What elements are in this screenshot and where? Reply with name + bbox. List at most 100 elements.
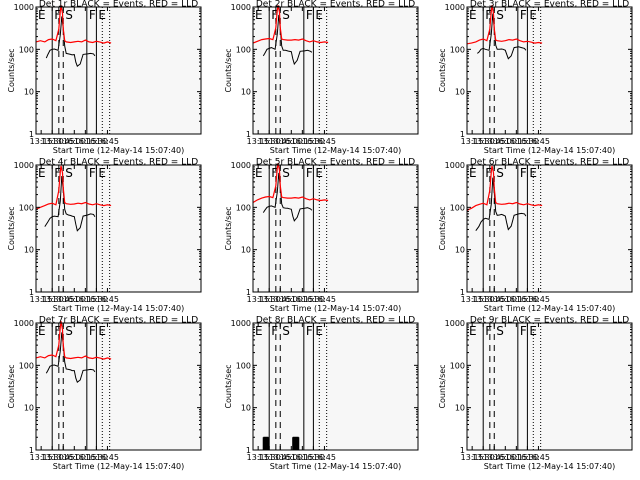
marker-label: F <box>306 166 313 180</box>
marker-label: F <box>54 8 61 22</box>
marker-label: S <box>496 324 504 338</box>
plot-frame <box>466 322 633 451</box>
x-tick-label: 16:30 <box>302 453 325 462</box>
x-tick-label: 13:15 <box>247 137 270 146</box>
x-tick-label: 16:15 <box>74 295 97 304</box>
y-tick-label: 100 <box>236 203 251 212</box>
panel-5: E F S F E110100100013:1513:3013:4516:0016:15… <box>224 158 419 313</box>
marker-label: E <box>529 8 537 22</box>
y-tick-label: 1000 <box>14 161 34 170</box>
x-tick-label: 13:30 <box>41 295 64 304</box>
y-tick-label: 1000 <box>14 319 34 328</box>
events-series-line <box>45 16 96 68</box>
y-tick-label: 10 <box>241 88 251 97</box>
marker-label: E <box>315 8 323 22</box>
y-tick-label: 10 <box>455 404 465 413</box>
plot-frame <box>252 6 419 135</box>
x-tick-label: 13:45 <box>269 295 292 304</box>
y-tick-label: 10 <box>24 404 34 413</box>
x-tick-label: 13:15 <box>461 453 484 462</box>
y-tick-label: 100 <box>450 203 465 212</box>
panel-3: E F S F E110100100013:1513:3013:4516:0016:15… <box>438 0 633 155</box>
y-tick-label: 10 <box>455 88 465 97</box>
x-tick-label: 13:30 <box>472 137 495 146</box>
marker-label: F <box>89 324 96 338</box>
y-tick-label: 1000 <box>231 161 251 170</box>
x-tick-label: 16:45 <box>527 453 550 462</box>
x-tick-label: 16:00 <box>280 137 303 146</box>
panel-4: E F S F E110100100013:1513:3013:4516:0016:15… <box>7 158 202 313</box>
plot-area <box>467 165 632 292</box>
x-tick-label: 13:15 <box>30 295 53 304</box>
x-tick-label: 16:45 <box>96 453 119 462</box>
x-axis-label: Start Time (12-May-14 15:07:40) <box>484 146 615 155</box>
x-tick-label: 16:45 <box>96 137 119 146</box>
marker-label: S <box>65 8 73 22</box>
x-tick-label: 16:30 <box>302 137 325 146</box>
x-tick-label: 16:00 <box>280 453 303 462</box>
x-tick-label: 13:30 <box>472 453 495 462</box>
y-tick-label: 1000 <box>231 319 251 328</box>
x-axis-label: Start Time (12-May-14 15:07:40) <box>270 304 401 313</box>
x-tick-label: 16:15 <box>505 453 528 462</box>
marker-label: F <box>520 324 527 338</box>
x-tick-label: 16:45 <box>313 453 336 462</box>
panel-2: E F S F E110100100013:1513:3013:4516:0016:15… <box>224 0 419 155</box>
x-tick-label: 13:45 <box>52 295 75 304</box>
lld-series-line <box>35 321 112 360</box>
plot-area <box>253 323 418 450</box>
marker-label: F <box>485 8 492 22</box>
x-tick-label: 16:00 <box>280 295 303 304</box>
plot-frame <box>35 322 202 451</box>
events-series-line <box>477 13 527 60</box>
x-tick-label: 16:30 <box>516 453 539 462</box>
y-tick-label: 1000 <box>445 3 465 12</box>
marker-label: E <box>98 8 106 22</box>
x-axis-label: Start Time (12-May-14 15:07:40) <box>53 304 184 313</box>
plot-frame <box>35 164 202 293</box>
x-tick-label: 16:45 <box>96 295 119 304</box>
y-axis-label: Counts/sec <box>224 206 233 250</box>
x-tick-label: 13:15 <box>30 137 53 146</box>
x-tick-label: 16:00 <box>494 453 517 462</box>
marker-label: E <box>255 166 263 180</box>
x-tick-label: 16:30 <box>516 137 539 146</box>
x-axis-label: Start Time (12-May-14 15:07:40) <box>270 462 401 471</box>
lld-series-line <box>35 165 112 210</box>
marker-label: E <box>38 8 46 22</box>
marker-label: E <box>255 324 263 338</box>
panel-1: E F S F E110100100013:1513:3013:4516:0016:15… <box>7 0 202 155</box>
marker-label: E <box>98 166 106 180</box>
x-tick-label: 13:30 <box>258 453 281 462</box>
marker-label: F <box>89 8 96 22</box>
plot-frame <box>252 164 419 293</box>
marker-label: E <box>529 166 537 180</box>
marker-label: S <box>282 166 290 180</box>
y-tick-label: 1 <box>29 446 34 455</box>
y-tick-label: 1 <box>29 288 34 297</box>
chart-title: Det 1r BLACK = Events, RED = LLD <box>39 0 198 10</box>
plot-area <box>36 165 201 292</box>
y-axis-label: Counts/sec <box>7 206 16 250</box>
y-tick-label: 100 <box>450 45 465 54</box>
marker-label: S <box>282 8 290 22</box>
y-axis-label: Counts/sec <box>224 364 233 408</box>
y-tick-label: 1000 <box>14 3 34 12</box>
x-tick-label: 16:15 <box>505 295 528 304</box>
x-tick-label: 16:45 <box>313 295 336 304</box>
x-tick-label: 16:30 <box>85 453 108 462</box>
x-tick-label: 16:00 <box>494 137 517 146</box>
marker-label: F <box>306 8 313 22</box>
panel-9: E F S F E110100100013:1513:3013:4516:0016:15… <box>438 316 633 471</box>
y-tick-label: 1 <box>246 130 251 139</box>
marker-label: E <box>529 324 537 338</box>
chart-title: Det 9r BLACK = Events, RED = LLD <box>470 316 629 326</box>
marker-label: E <box>98 324 106 338</box>
x-tick-label: 13:30 <box>472 295 495 304</box>
lld-series-line <box>466 165 543 211</box>
x-tick-label: 16:45 <box>313 137 336 146</box>
x-tick-label: 13:15 <box>247 295 270 304</box>
plot-frame <box>35 6 202 135</box>
x-axis-label: Start Time (12-May-14 15:07:40) <box>53 146 184 155</box>
